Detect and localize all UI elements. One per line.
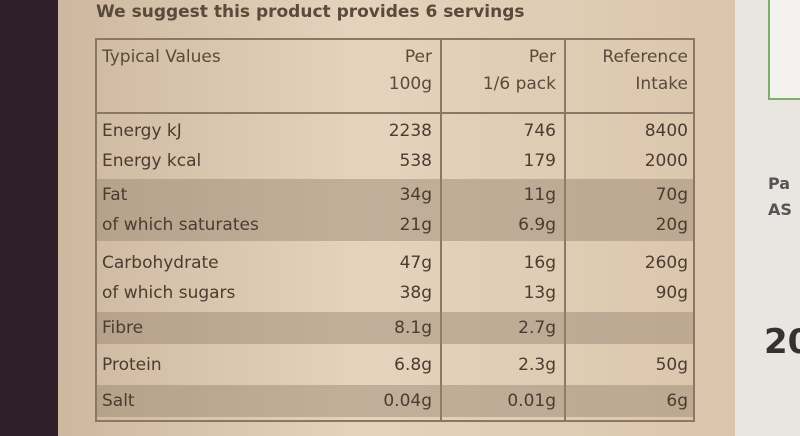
nutrient-name: Energy kJ (102, 121, 182, 141)
nutrient-value: 11g (523, 185, 556, 205)
column-header: 100g (388, 74, 432, 94)
row-shading (97, 312, 693, 344)
column-header: Typical Values (102, 47, 221, 67)
nutrient-value: 8.1g (394, 318, 432, 338)
column-header: Reference (602, 47, 688, 67)
table-border (95, 38, 695, 422)
nutrient-value: 47g (399, 253, 432, 273)
nutrient-value: 6g (666, 391, 688, 411)
nutrient-name: Protein (102, 355, 162, 375)
nutrient-name: of which sugars (102, 283, 236, 303)
cut-off-text: Pa (768, 174, 791, 193)
nutrient-value: 16g (523, 253, 556, 273)
column-header: Intake (635, 74, 688, 94)
nutrient-value: 2238 (388, 121, 432, 141)
column-header: Per (528, 47, 556, 67)
column-header: 1/6 pack (482, 74, 556, 94)
nutrient-value: 8400 (644, 121, 688, 141)
nutrient-name: Carbohydrate (102, 253, 219, 273)
column-divider (564, 38, 566, 422)
nutrient-value: 0.01g (507, 391, 556, 411)
nutrient-value: 13g (523, 283, 556, 303)
nutrient-value: 746 (523, 121, 556, 141)
nutrient-value: 2.7g (518, 318, 556, 338)
packaging-edge (0, 0, 58, 436)
nutrient-value: 2.3g (518, 355, 556, 375)
nutrient-value: 538 (399, 151, 432, 171)
nutrient-name: Salt (102, 391, 135, 411)
nutrient-value: 6.9g (518, 215, 556, 235)
cut-off-text: 20 (764, 322, 800, 362)
nutrient-value: 260g (644, 253, 688, 273)
green-box (768, 0, 800, 100)
nutrient-value: 38g (399, 283, 432, 303)
row-shading (97, 179, 693, 241)
nutrient-name: of which saturates (102, 215, 259, 235)
nutrient-name: Energy kcal (102, 151, 202, 171)
nutrient-value: 90g (655, 283, 688, 303)
nutrient-name: Fat (102, 185, 128, 205)
row-shading (97, 385, 693, 417)
servings-note: We suggest this product provides 6 servi… (96, 2, 525, 22)
nutrient-value: 179 (523, 151, 556, 171)
nutrient-value: 6.8g (394, 355, 432, 375)
nutrient-value: 20g (655, 215, 688, 235)
nutrient-value: 50g (655, 355, 688, 375)
nutrient-value: 70g (655, 185, 688, 205)
column-header: Per (404, 47, 432, 67)
nutrient-value: 34g (399, 185, 432, 205)
column-divider (440, 38, 442, 422)
header-divider (95, 112, 695, 114)
nutrient-value: 0.04g (383, 391, 432, 411)
cut-off-text: AS (768, 200, 792, 219)
nutrient-name: Fibre (102, 318, 144, 338)
nutrient-value: 21g (399, 215, 432, 235)
nutrient-value: 2000 (644, 151, 688, 171)
